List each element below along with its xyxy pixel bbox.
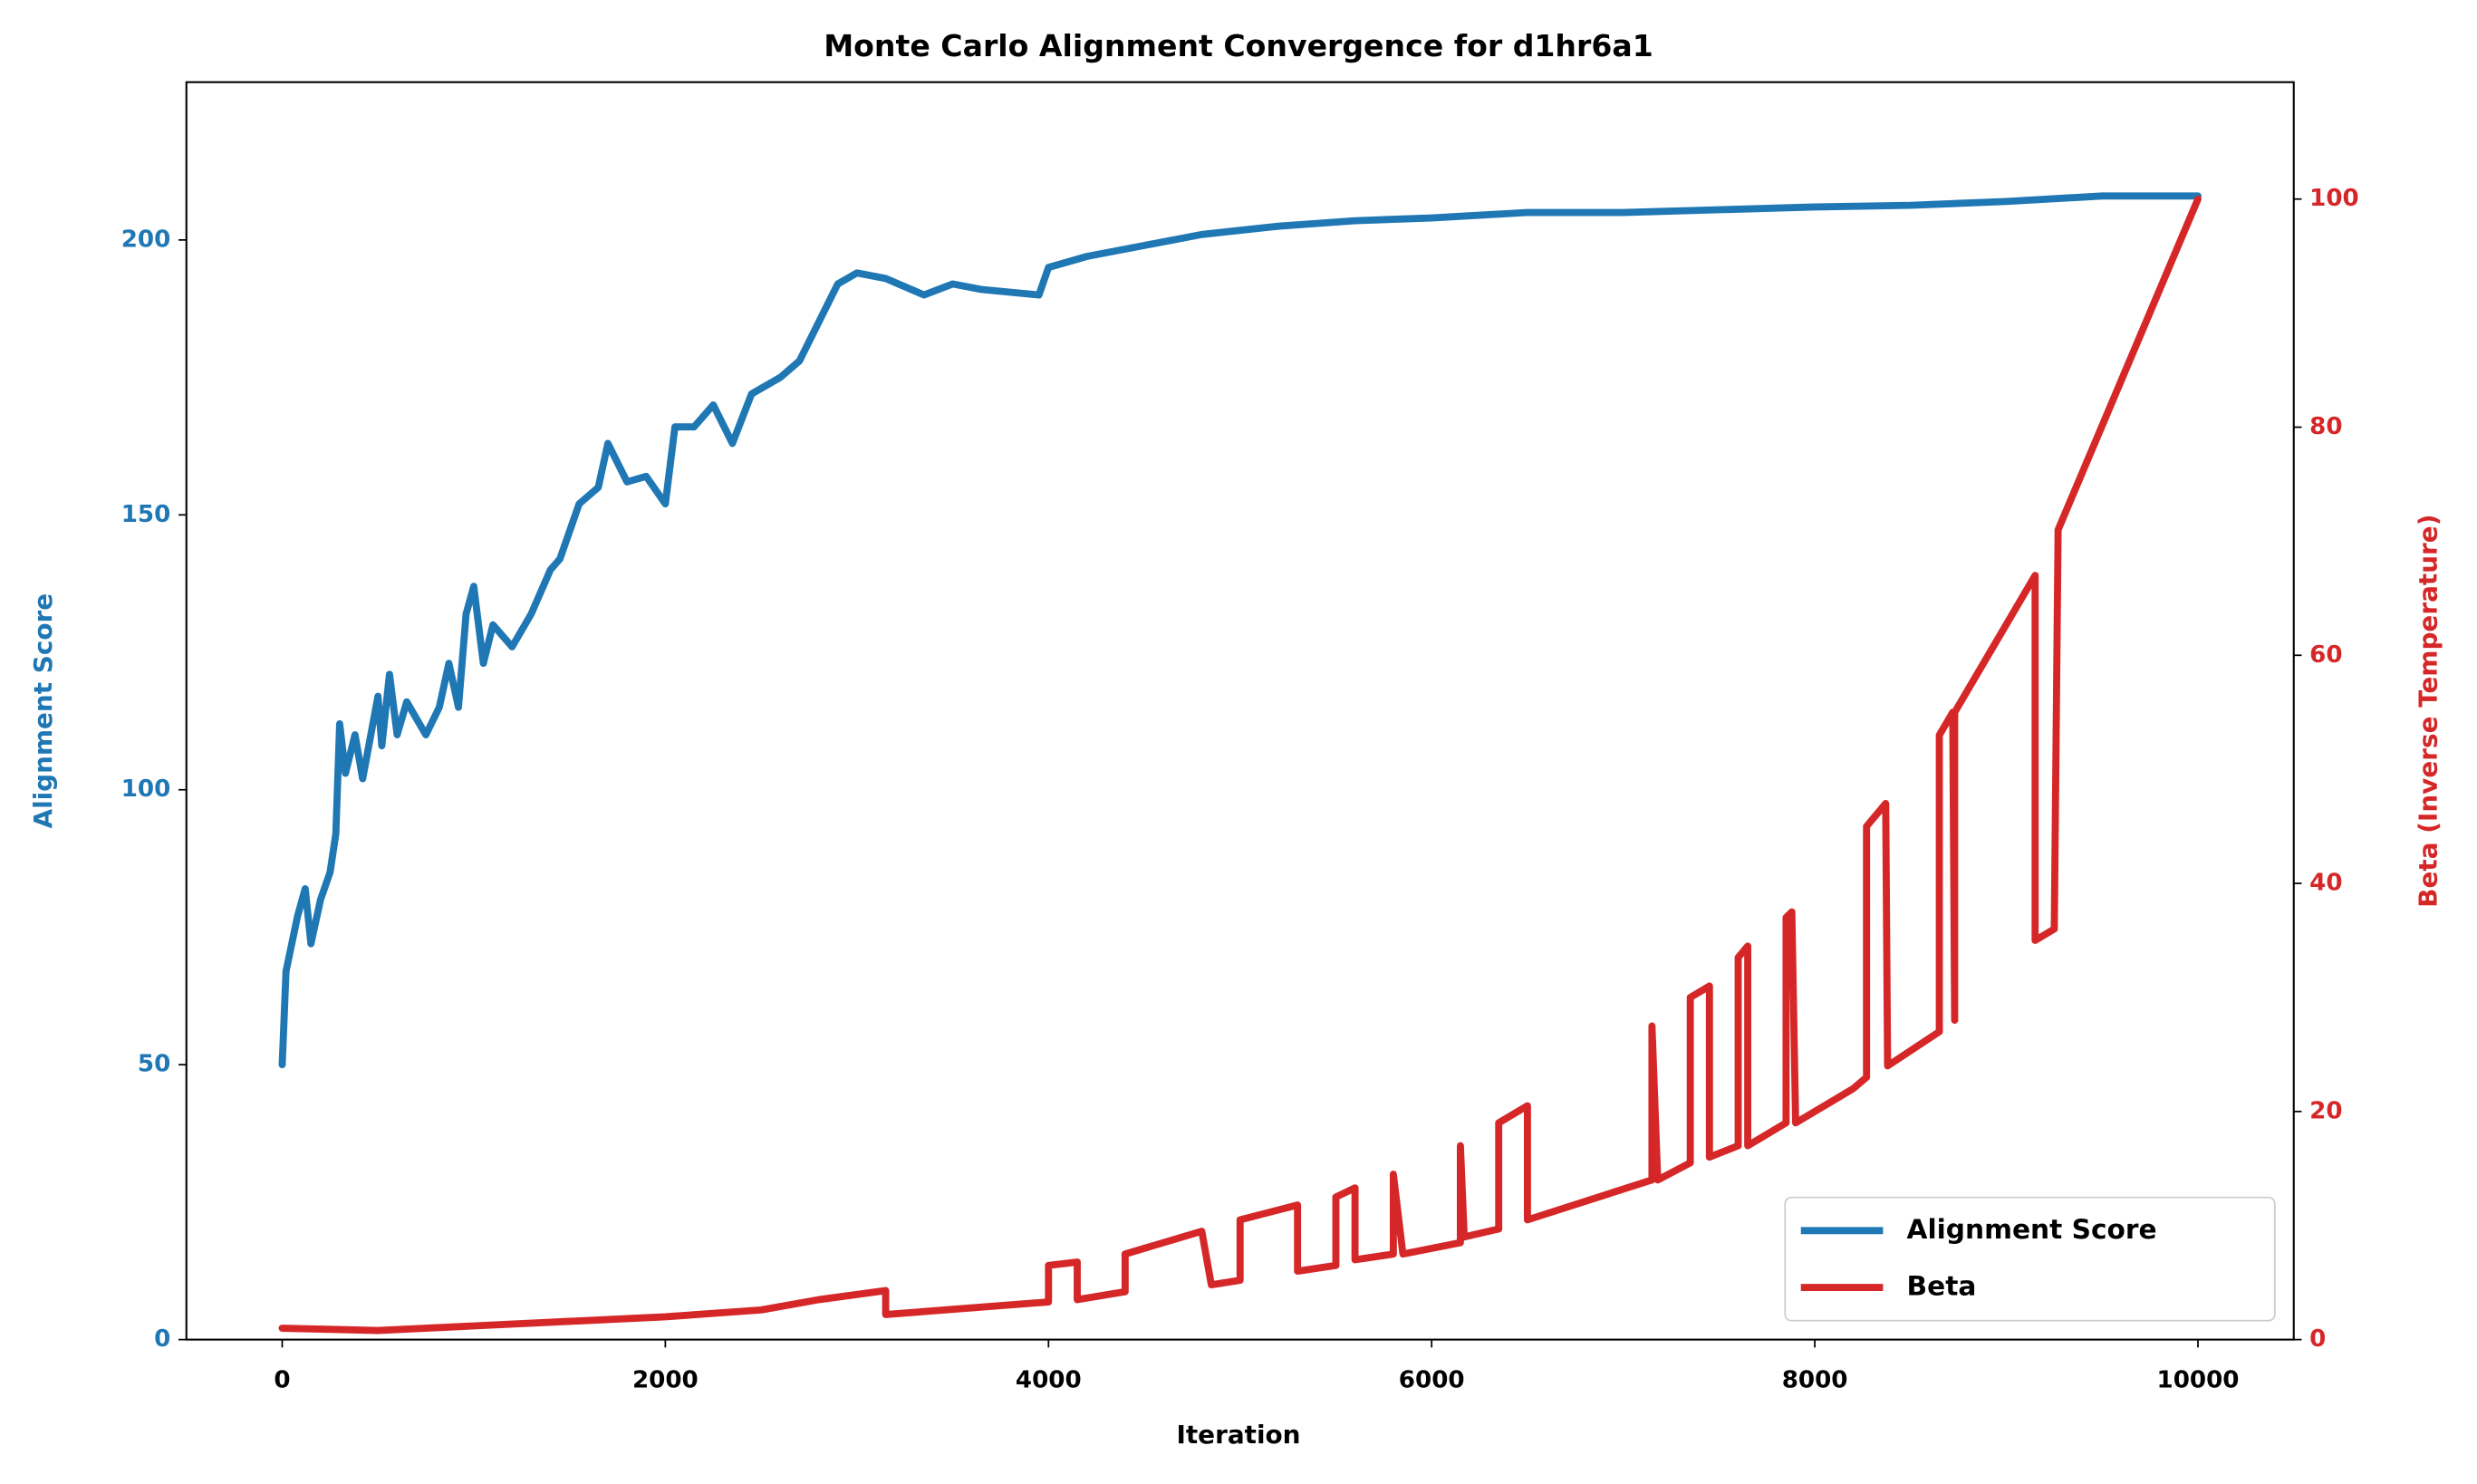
line-series [278,195,2202,1335]
x-tick-label: 4000 [1016,1366,1082,1393]
y-axis-label: Alignment Score [28,593,58,829]
y-tick-label: 200 [121,226,171,253]
y2-tick-label: 20 [2309,1097,2342,1124]
legend-label: Beta [1907,1270,1977,1302]
x-tick-label: 8000 [1782,1366,1848,1393]
y2-tick-label: 40 [2309,870,2342,897]
line-series [278,192,2202,1069]
x-tick-label: 0 [274,1366,290,1393]
y-tick-label: 0 [154,1325,170,1353]
x-tick-label: 2000 [632,1366,699,1393]
x-tick-label: 6000 [1399,1366,1465,1393]
y2-tick-label: 80 [2309,413,2342,440]
y-tick-label: 100 [121,776,171,803]
x-axis-label: Iteration [1176,1420,1300,1450]
chart-title: Monte Carlo Alignment Convergence for d1… [824,28,1653,63]
y2-axis-label: Beta (Inverse Temperature) [2414,515,2443,908]
y2-tick-label: 0 [2309,1325,2326,1353]
legend-box [1784,1196,2276,1322]
y2-tick-label: 60 [2309,641,2342,669]
legend-label: Alignment Score [1907,1213,2157,1245]
x-tick-label: 10000 [2157,1366,2240,1393]
y-tick-label: 150 [121,501,171,528]
plot-frame [185,81,2295,1341]
y2-tick-label: 100 [2309,185,2359,212]
y-tick-label: 50 [138,1051,170,1078]
